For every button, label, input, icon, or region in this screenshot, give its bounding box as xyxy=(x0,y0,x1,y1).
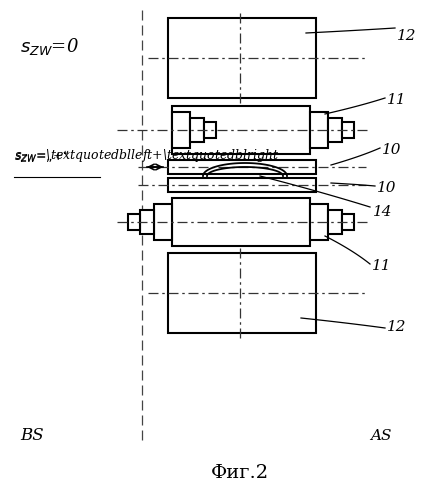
Bar xyxy=(172,106,310,154)
Bar xyxy=(342,214,354,230)
Text: $s_{ZW}$=\textquotedblleft+\textquotedblright: $s_{ZW}$=\textquotedblleft+\textquotedbl… xyxy=(14,147,280,164)
Bar xyxy=(310,112,328,148)
Bar xyxy=(128,214,140,230)
Text: BS: BS xyxy=(20,427,44,444)
Bar xyxy=(190,118,204,142)
Bar xyxy=(168,253,316,333)
Bar xyxy=(168,178,316,192)
Bar xyxy=(168,18,316,98)
Bar xyxy=(204,122,216,138)
Text: Фиг.2: Фиг.2 xyxy=(211,464,269,482)
Text: $s_{ZW}$=0: $s_{ZW}$=0 xyxy=(20,36,79,57)
Bar xyxy=(154,204,172,240)
Bar xyxy=(342,122,354,138)
Text: 14: 14 xyxy=(373,205,392,219)
Bar xyxy=(328,210,342,234)
Text: AS: AS xyxy=(370,429,392,443)
Text: 11: 11 xyxy=(387,93,406,107)
Bar xyxy=(172,198,310,246)
Text: 12: 12 xyxy=(387,320,406,334)
Text: 11: 11 xyxy=(372,259,392,273)
Bar xyxy=(328,118,342,142)
Text: 10: 10 xyxy=(382,143,401,157)
Text: 12: 12 xyxy=(397,29,417,43)
Bar xyxy=(168,160,316,174)
Bar xyxy=(172,112,190,148)
Text: 10: 10 xyxy=(377,181,396,195)
Bar xyxy=(140,210,154,234)
Text: $s_{ZW}$=„+“: $s_{ZW}$=„+“ xyxy=(14,149,70,165)
Bar xyxy=(310,204,328,240)
